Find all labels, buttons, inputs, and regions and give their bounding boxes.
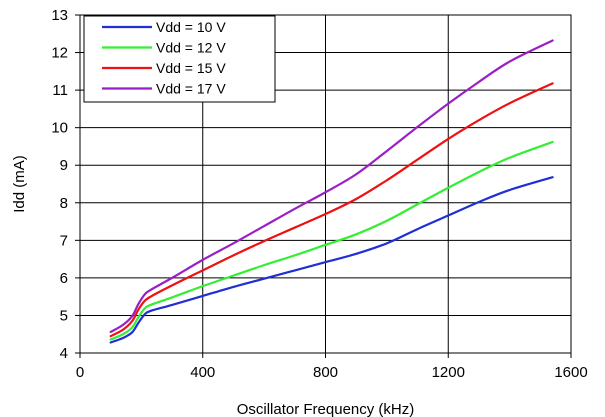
legend-label-3: Vdd = 15 V (156, 60, 226, 76)
legend-label-1: Vdd = 10 V (156, 19, 226, 35)
grid-lines (80, 15, 571, 353)
series-line-3 (109, 82, 554, 338)
series-line-4 (109, 39, 554, 334)
y-tick-label: 13 (51, 7, 68, 24)
x-tick-label: 800 (313, 364, 338, 381)
y-axis-ticks: 4 5 6 7 8 9 10 11 12 13 (51, 7, 80, 362)
legend-label-2: Vdd = 12 V (156, 40, 226, 56)
x-tick-label: 1200 (432, 364, 465, 381)
series-lines (109, 39, 554, 344)
y-tick-label: 7 (60, 232, 68, 249)
y-tick-label: 9 (60, 157, 68, 174)
x-axis-ticks: 0 400 800 1200 1600 (76, 353, 588, 381)
x-tick-label: 1600 (554, 364, 587, 381)
y-tick-label: 5 (60, 307, 68, 324)
series-line-2 (109, 140, 554, 341)
y-axis-title: Idd (mA) (11, 155, 28, 213)
series-line-1 (109, 176, 554, 344)
legend-label-4: Vdd = 17 V (156, 81, 226, 97)
y-tick-label: 4 (60, 345, 68, 362)
x-axis-title: Oscillator Frequency (kHz) (237, 401, 415, 417)
y-tick-label: 6 (60, 270, 68, 287)
y-tick-label: 10 (51, 120, 68, 137)
x-tick-label: 400 (190, 364, 215, 381)
y-tick-label: 12 (51, 45, 68, 62)
y-tick-label: 11 (52, 82, 68, 99)
y-tick-label: 8 (60, 195, 68, 212)
x-tick-label: 0 (76, 364, 84, 381)
legend: Vdd = 10 V Vdd = 12 V Vdd = 15 V Vdd = 17 V (83, 15, 276, 103)
